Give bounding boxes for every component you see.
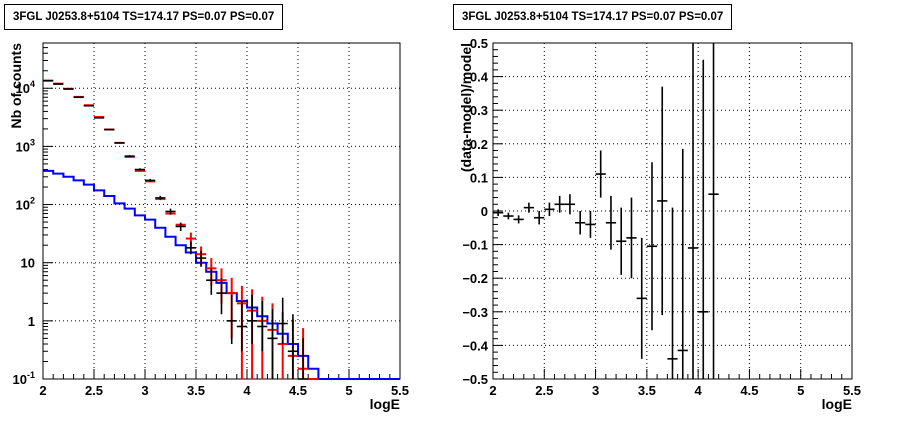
y-tick-label: −0.2 (462, 271, 488, 286)
y-tick-label: −0.1 (462, 238, 488, 253)
left-chart-title: 3FGL J0253.8+5104 TS=174.17 PS=0.07 PS=0… (4, 4, 284, 30)
x-tick-label: 5 (797, 383, 804, 398)
x-axis-title: logE (370, 396, 400, 412)
x-tick-label: 2.5 (535, 383, 553, 398)
y-tick-label: 0.5 (470, 36, 488, 51)
right-chart-title: 3FGL J0253.8+5104 TS=174.17 PS=0.07 PS=0… (453, 4, 733, 30)
y-tick-label: 10-1 (13, 370, 35, 387)
y-tick-label: 0 (481, 204, 488, 219)
x-tick-label: 4 (695, 383, 703, 398)
y-tick-label: 103 (16, 137, 35, 154)
x-tick-label: 5.5 (843, 383, 861, 398)
x-tick-label: 3 (592, 383, 599, 398)
right-plot-area: 2 2.5 3 3.5 4 4.5 5 5.5 0.5 0.4 0.3 0.2 0.1 0 −0.1 −0.2… (458, 36, 861, 412)
y-tick-label: 0.3 (470, 103, 488, 118)
y-tick-label: −0.4 (462, 338, 488, 353)
y-tick-label: 0.4 (470, 70, 489, 85)
y-tick-label: 102 (16, 196, 35, 213)
y-axis-title: (data-model)/model (458, 43, 474, 172)
y-tick-label: −0.3 (462, 305, 488, 320)
plot-frame (42, 42, 401, 380)
y-axis-title: Nb of counts (8, 43, 24, 129)
x-tick-label: 3 (141, 383, 148, 398)
x-axis-title: logE (822, 396, 852, 412)
x-tick-label: 4 (243, 383, 251, 398)
x-tick-label: 4.5 (289, 383, 307, 398)
x-tick-label: 2.5 (85, 383, 103, 398)
y-tick-label: 1 (28, 314, 35, 329)
x-tick-label: 4.5 (740, 383, 758, 398)
x-tick-label: 3.5 (187, 383, 205, 398)
series-group (43, 79, 400, 380)
y-tick-label: 10 (21, 256, 35, 271)
y-tick-label: 104 (16, 79, 35, 96)
y-tick-label: 0.2 (470, 137, 488, 152)
x-tick-label: 2 (489, 383, 496, 398)
y-tick-label: −0.5 (462, 372, 488, 387)
left-plot-area: 2 2.5 3 3.5 4 4.5 5 5.5 10-1 1 10 102 103 104 logE Nb o… (8, 42, 409, 412)
y-tick-label: 0.1 (470, 170, 488, 185)
x-tick-label: 3.5 (638, 383, 656, 398)
x-tick-label: 2 (39, 383, 46, 398)
background-step-line (43, 169, 400, 380)
x-tick-label: 5 (345, 383, 352, 398)
x-tick-label: 5.5 (391, 383, 409, 398)
